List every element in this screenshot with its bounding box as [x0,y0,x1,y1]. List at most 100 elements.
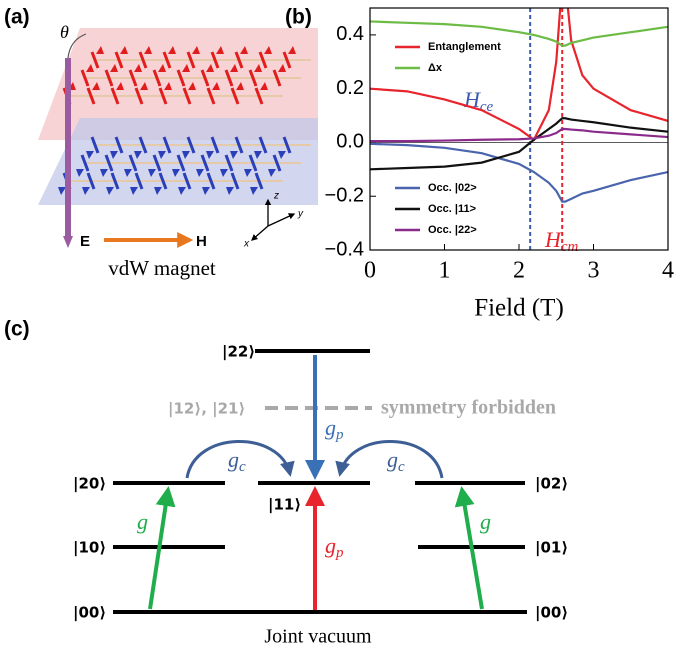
spin-arrow [186,136,196,154]
spin-head [144,46,152,54]
legend-label: Δx [428,62,443,74]
bottom-plane [38,118,318,205]
spin-head [254,151,262,159]
field-symbol: H [544,227,562,252]
h-label: H [196,233,207,250]
spin-head [216,46,224,54]
series-line [370,117,668,171]
spin-arrow [90,136,100,154]
spin-head [240,46,248,54]
spin-head [82,187,90,195]
ket-00: |00⟩ [535,604,568,623]
spin-arrow [110,87,120,105]
spin-head [96,46,104,54]
spin-head [226,187,234,195]
spin-head [116,82,124,90]
spin-arrow [110,172,120,190]
series-line [370,20,668,47]
spin-arrow [210,51,220,69]
axis-y [267,213,296,227]
gp-label: gp [325,533,344,561]
spin-arrow [200,69,210,87]
spin-arrow [272,69,282,87]
y-tick-label: −0.2 [325,185,364,207]
spin-head [140,82,148,90]
legend-label: Occ. |22> [428,224,477,236]
spin-arrow [248,69,258,87]
spin-head [278,151,286,159]
series-line [370,8,668,142]
forbidden-label: symmetry forbidden [381,397,556,419]
spin-head [178,187,186,195]
spin-arrow [272,154,282,172]
critical-field-label: Hce [463,87,494,115]
spin-arrow [162,51,172,69]
spin-arrow [152,154,162,172]
spin-arrow [254,87,264,105]
spin-head [192,46,200,54]
spin-arrow [90,51,100,69]
spin-arrow [114,51,124,69]
gp-symbol: g [325,415,336,440]
ket-01: |01⟩ [535,539,568,558]
spin-head [250,187,258,195]
spin-head [172,169,180,177]
x-tick-label: 3 [588,258,600,284]
series-line [370,142,668,203]
y-tick-label: 0.2 [336,77,364,99]
gc-right-arrow [335,440,444,479]
g-left-arrow [148,486,176,610]
panel-c: (c) |22⟩ |12⟩, |21⟩ symmetry forbidden |… [4,318,568,648]
spin-head [106,187,114,195]
x-tick-label: 2 [513,258,525,284]
ket-12-21: |12⟩, |21⟩ [168,400,245,419]
theta-label: θ [60,22,69,42]
spin-head [230,151,238,159]
spin-head [182,64,190,72]
spin-head [124,169,132,177]
y-tick-label: 0.4 [336,23,364,45]
spin-arrow [134,87,144,105]
spin-head [86,64,94,72]
spin-head [120,46,128,54]
spin-head [244,169,252,177]
spin-arrow [104,154,114,172]
g-right-arrow [454,486,484,610]
spin-head [196,169,204,177]
panel-label: (b) [285,6,312,29]
spin-head [86,151,94,159]
spin-head [236,82,244,90]
spin-head [260,82,268,90]
gc-symbol: g [228,447,239,472]
spin-arrow [210,136,220,154]
spin-arrow [234,136,244,154]
spin-head [182,151,190,159]
spin-head [206,64,214,72]
spin-arrow [182,87,192,105]
spin-head [154,187,162,195]
spin-head [164,82,172,90]
spin-arrow [86,87,96,105]
spin-arrow [80,69,90,87]
ket-02: |02⟩ [535,475,568,494]
panel-label: (c) [4,318,30,341]
spin-arrow [158,172,168,190]
spin-head [220,169,228,177]
caption: Joint vacuum [264,626,372,648]
spin-head [92,82,100,90]
spin-head [76,169,84,177]
spin-arrow [138,51,148,69]
spin-arrow [258,136,268,154]
panel-a: (a) θ E H z y x vdW magnet [4,6,318,280]
spin-arrow [128,69,138,87]
spin-arrow [182,172,192,190]
spin-arrow [138,136,148,154]
gp-symbol: g [325,533,336,558]
gc-label: gc [228,447,246,475]
g-label: g [480,509,491,534]
spin-arrow [104,69,114,87]
gc-left-arrow [185,440,295,479]
z-label: z [273,191,279,202]
spin-head [134,64,142,72]
